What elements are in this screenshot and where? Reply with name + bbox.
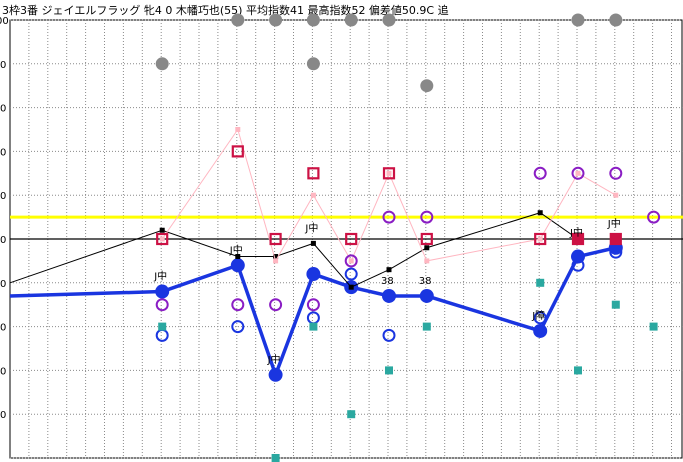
series-8-point-8 xyxy=(571,13,585,27)
series-5-point-5 xyxy=(382,210,396,224)
series-7-point-9 xyxy=(649,322,658,331)
series-0-point-3 xyxy=(268,367,283,382)
series-3-point-6 xyxy=(420,232,433,246)
point-label-1: J中 xyxy=(229,243,243,256)
series-1-point-7 xyxy=(424,245,430,251)
series-7-point-3 xyxy=(347,410,356,419)
y-tick-label-8: 0 xyxy=(0,366,6,377)
series-8-point-6 xyxy=(382,13,396,27)
series-3-point-0 xyxy=(156,232,169,246)
series-3-point-3 xyxy=(307,167,320,180)
series-0-point-4 xyxy=(306,267,321,282)
series-2-point-6 xyxy=(424,258,430,264)
series-5-point-7 xyxy=(533,166,547,180)
series-3-point-9 xyxy=(609,232,622,246)
series-8-point-3 xyxy=(306,13,320,27)
series-3-point-7 xyxy=(534,232,547,246)
series-8-point-4 xyxy=(306,57,320,71)
series-8-point-7 xyxy=(420,79,434,93)
series-2-point-7 xyxy=(537,236,543,242)
series-5-point-9 xyxy=(609,166,623,180)
series-5-point-8 xyxy=(571,166,585,180)
point-label-0: J中 xyxy=(153,270,167,283)
point-label-4: 38 xyxy=(381,276,394,287)
series-5-point-10 xyxy=(647,210,661,224)
series-1-point-2 xyxy=(235,254,241,260)
series-6-point-4 xyxy=(382,328,396,342)
series-3-point-8 xyxy=(571,232,585,246)
point-label-6: J障 xyxy=(531,309,545,322)
series-8-point-1 xyxy=(231,13,245,27)
series-5-point-6 xyxy=(420,210,434,224)
y-tick-label-7: 0 xyxy=(0,323,6,334)
series-7-point-6 xyxy=(536,278,545,287)
series-2-point-4 xyxy=(348,258,354,264)
point-label-7: J中 xyxy=(569,226,583,239)
series-8-point-2 xyxy=(269,13,283,27)
y-tick-label-9: 0 xyxy=(0,410,6,421)
series-5-point-2 xyxy=(269,298,283,312)
series-6-point-5 xyxy=(533,311,547,325)
series-2-point-5 xyxy=(386,170,392,176)
series-5-point-3 xyxy=(306,298,320,312)
series-8-point-0 xyxy=(155,57,169,71)
series-4-point-0 xyxy=(573,234,583,244)
series-6-point-1 xyxy=(231,320,245,334)
series-2-point-1 xyxy=(235,127,241,132)
series-0-point-6 xyxy=(382,288,396,303)
series-7-point-2 xyxy=(309,322,318,331)
series-1-point-4 xyxy=(310,240,316,246)
series-0-point-8 xyxy=(533,323,548,338)
point-label-5: 38 xyxy=(419,276,432,287)
y-tick-label-3: 0 xyxy=(0,147,6,158)
series-0-point-2 xyxy=(230,258,245,273)
series-2-point-2 xyxy=(273,258,279,264)
series-7-point-4 xyxy=(385,366,393,375)
series-5-point-1 xyxy=(231,298,245,312)
point-label-2: J中 xyxy=(267,353,281,366)
y-tick-label-0: 00 xyxy=(0,16,9,27)
series-8-point-5 xyxy=(344,13,358,27)
series-2-line xyxy=(161,128,617,263)
point-label-3: J中 xyxy=(304,221,318,234)
series-1-point-3 xyxy=(273,254,279,260)
series-2-point-9 xyxy=(613,192,619,198)
series-7-point-8 xyxy=(611,300,620,309)
series-3-point-4 xyxy=(345,232,358,246)
series-7-point-0 xyxy=(158,322,167,331)
y-tick-label-5: 0 xyxy=(0,235,6,246)
series-2-point-8 xyxy=(575,170,581,176)
series-0-point-1 xyxy=(155,284,170,299)
series-2-point-0 xyxy=(159,236,165,242)
series-5-point-0 xyxy=(155,298,169,312)
series-6-point-7 xyxy=(609,245,623,259)
series-5-point-4 xyxy=(344,254,358,268)
series-6-point-6 xyxy=(571,258,585,272)
series-7-point-1 xyxy=(271,454,280,462)
y-tick-label-6: 0 xyxy=(0,279,6,290)
series-1-point-5 xyxy=(348,284,354,290)
series-1-point-8 xyxy=(537,210,543,216)
series-7-point-7 xyxy=(574,366,582,375)
series-3-point-1 xyxy=(231,145,244,158)
series-3-point-5 xyxy=(382,167,396,180)
chart-title: 3枠3番 ジェイエルフラッグ 牝4 0 木幡巧也(55) 平均指数41 最高指数… xyxy=(2,4,449,17)
series-1-point-6 xyxy=(386,267,392,273)
y-tick-label-2: 0 xyxy=(0,104,6,115)
series-0-point-7 xyxy=(419,288,434,303)
series-1-point-1 xyxy=(159,227,165,233)
series-4-point-1 xyxy=(611,234,621,244)
series-3-point-2 xyxy=(269,232,282,246)
y-tick-label-4: 0 xyxy=(0,191,6,202)
series-6-point-3 xyxy=(344,267,358,281)
point-label-8: J中 xyxy=(607,217,621,230)
series-2-point-3 xyxy=(310,192,316,198)
series-8-point-9 xyxy=(609,13,623,27)
series-7-point-5 xyxy=(422,322,431,331)
y-tick-label-1: 0 xyxy=(0,60,6,71)
